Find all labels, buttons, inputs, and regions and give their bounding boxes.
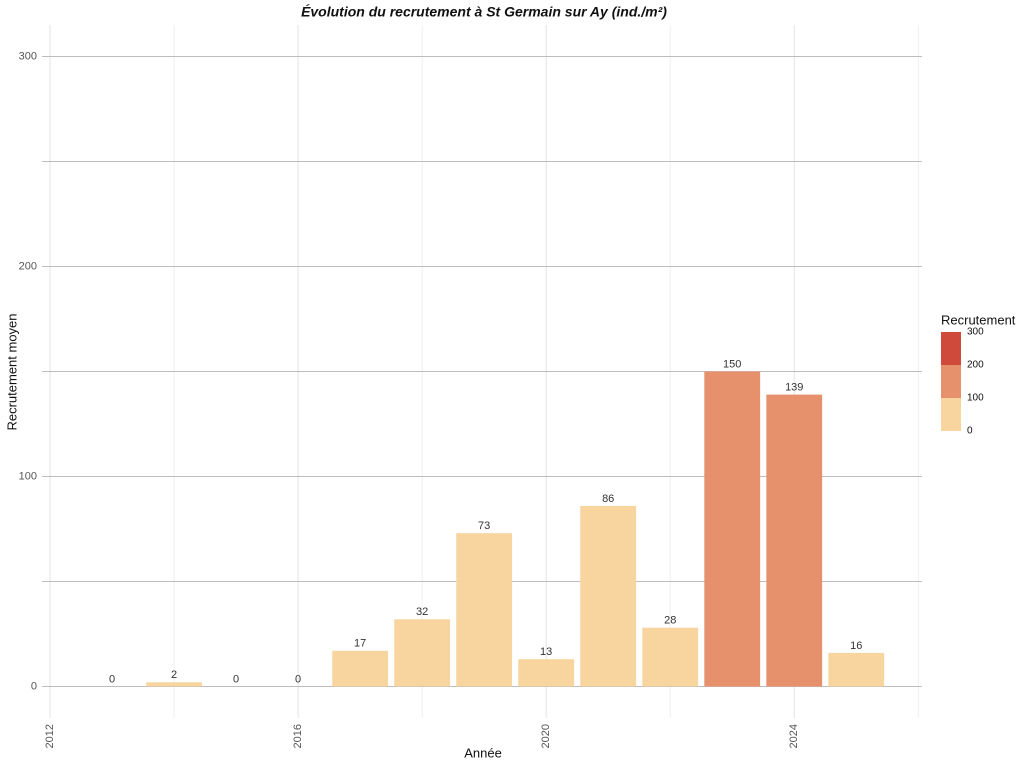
x-tick-label: 2016 xyxy=(292,724,304,748)
data-label: 86 xyxy=(602,493,614,505)
data-label: 16 xyxy=(850,640,862,652)
bar xyxy=(828,652,885,687)
legend-label: 300 xyxy=(967,327,984,338)
y-tick-label: 300 xyxy=(19,50,37,62)
y-tick-label: 200 xyxy=(19,260,37,272)
data-label: 17 xyxy=(354,638,366,650)
data-label: 32 xyxy=(416,606,428,618)
data-label: 0 xyxy=(109,673,115,685)
bar xyxy=(332,650,389,687)
bar xyxy=(580,505,637,687)
legend-label: 0 xyxy=(967,426,973,437)
bar xyxy=(704,371,761,687)
legend-swatch xyxy=(941,398,961,431)
data-label: 0 xyxy=(233,673,239,685)
data-label: 2 xyxy=(171,669,177,681)
bar xyxy=(642,627,699,687)
legend-title: Recrutement xyxy=(941,312,1016,327)
data-label: 150 xyxy=(723,358,741,370)
bar xyxy=(146,682,202,687)
data-label: 73 xyxy=(478,520,490,532)
data-label: 13 xyxy=(540,646,552,658)
legend-label: 100 xyxy=(967,393,984,404)
legend-label: 200 xyxy=(967,360,984,371)
data-label: 0 xyxy=(295,673,301,685)
bar xyxy=(394,619,451,687)
data-label: 28 xyxy=(664,615,676,627)
y-tick-label: 0 xyxy=(31,680,37,692)
legend-swatch xyxy=(941,332,961,365)
legend-swatch xyxy=(941,365,961,398)
y-axis-label: Recrutement moyen xyxy=(4,313,19,430)
x-tick-label: 2012 xyxy=(44,724,56,748)
x-axis-label: Année xyxy=(464,745,502,760)
chart-title: Évolution du recrutement à St Germain su… xyxy=(301,4,667,20)
x-tick-label: 2024 xyxy=(788,724,800,748)
y-tick-label: 100 xyxy=(19,470,37,482)
bar xyxy=(518,659,575,687)
data-label: 139 xyxy=(785,382,803,394)
bar xyxy=(766,394,823,687)
x-tick-label: 2020 xyxy=(540,724,552,748)
bar xyxy=(456,533,513,687)
